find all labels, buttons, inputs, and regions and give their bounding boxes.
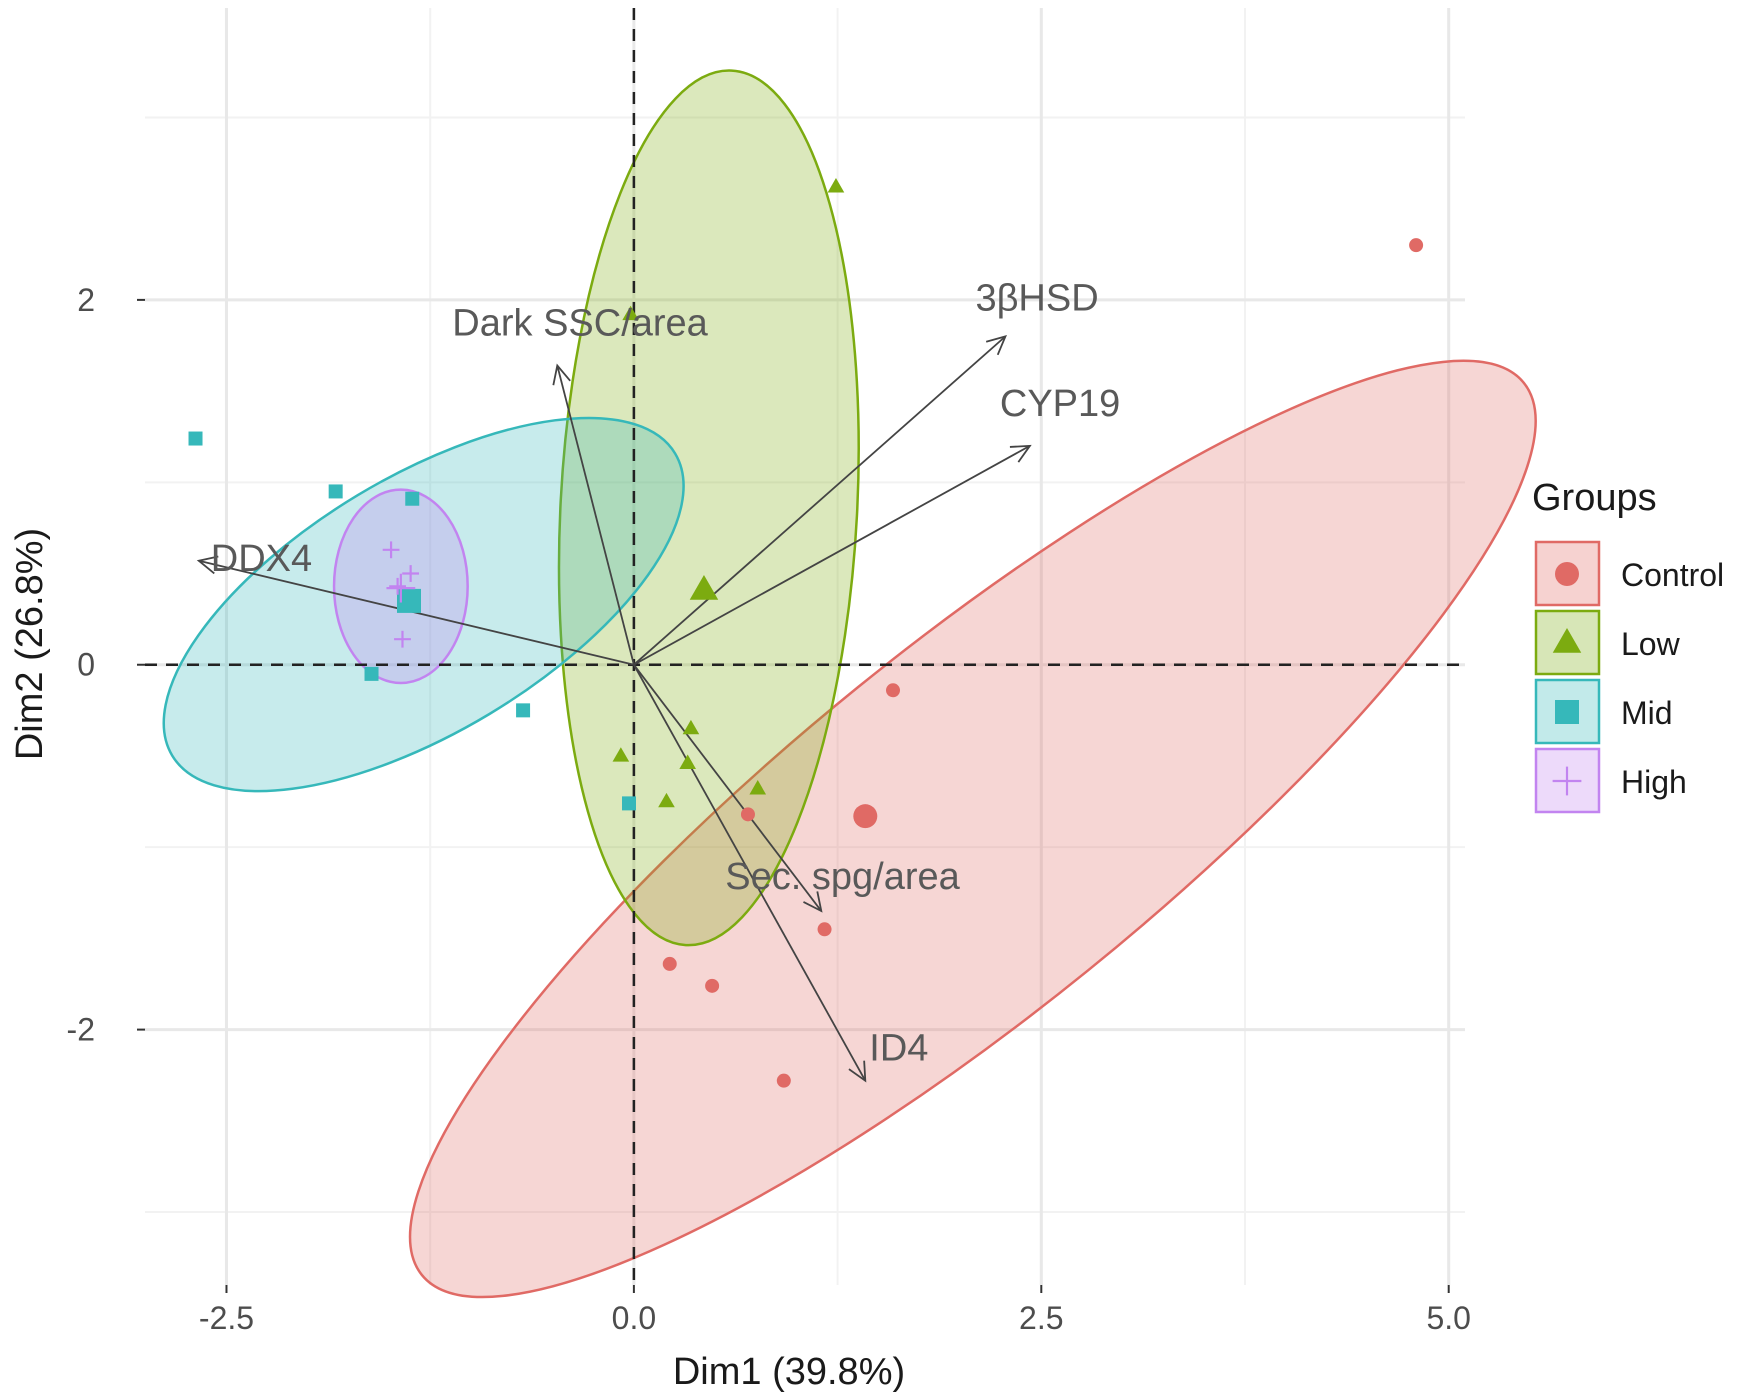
point-control	[776, 1073, 791, 1088]
legend-marker-low	[1552, 628, 1582, 653]
legend-label-control: Control	[1621, 557, 1724, 593]
variable-label-id4: ID4	[869, 1028, 928, 1070]
arrow-head	[848, 1060, 867, 1083]
y-tick-label: -2	[67, 1012, 95, 1048]
variable-labels: 3βHSD Dark SSC/area CYP19 DDX4 Sec. spg/area…	[211, 277, 1121, 1069]
ellipse-mid	[162, 416, 685, 793]
legend-marker-control	[1555, 562, 1579, 586]
variable-label-ddx4: DDX4	[211, 538, 312, 580]
point-low	[658, 792, 675, 808]
point-mid	[364, 666, 379, 681]
arrow-3-hsd	[633, 335, 1007, 666]
legend-key	[1534, 678, 1601, 745]
x-tick-label: 2.5	[1019, 1300, 1063, 1336]
point-mid	[188, 431, 203, 446]
legend-label-high: High	[1621, 764, 1687, 800]
legend-key	[1534, 540, 1601, 607]
arrow-head	[1009, 444, 1032, 463]
point-high	[389, 577, 406, 595]
variable-label-cyp19: CYP19	[1000, 383, 1120, 425]
data-points	[188, 178, 1424, 1088]
point-high	[394, 630, 411, 648]
legend-marker-mid	[1555, 700, 1579, 724]
variable-label-3-hsd: 3βHSD	[975, 277, 1098, 319]
point-high	[382, 541, 400, 559]
legend-title: Groups	[1532, 477, 1657, 519]
arrow-head	[985, 335, 1007, 356]
arrow-id4	[633, 664, 867, 1083]
legend-item-low: Low	[1534, 609, 1681, 676]
legend-key	[1534, 609, 1601, 676]
y-axis-title: Dim2 (26.8%)	[9, 528, 51, 760]
point-low	[679, 754, 696, 769]
group-ellipses	[162, 69, 1537, 1299]
legend: Groups Control Low Mid High	[1532, 477, 1724, 814]
legend-item-control: Control	[1534, 540, 1724, 607]
x-axis-ticks: -2.5 0.0 2.5 5.0	[199, 1285, 1471, 1336]
point-low	[622, 305, 639, 321]
point-control	[1409, 238, 1424, 253]
y-axis-ticks: -2 0 2	[67, 282, 145, 1048]
arrow-sec-spg-area	[633, 664, 823, 913]
arrow-head	[196, 555, 219, 575]
legend-label-mid: Mid	[1621, 695, 1673, 731]
arrow-cyp19	[633, 444, 1032, 666]
point-low	[749, 780, 767, 795]
zero-reference-lines	[145, 8, 1465, 1285]
arrow-head	[803, 891, 823, 913]
point-control	[705, 978, 720, 993]
x-tick-label: 0.0	[612, 1300, 656, 1336]
point-control	[662, 956, 677, 971]
legend-item-mid: Mid	[1534, 678, 1673, 745]
arrow-shaft	[633, 445, 1031, 666]
variable-label-sec-spg-area: Sec. spg/area	[725, 856, 960, 898]
legend-marker-high	[1552, 766, 1582, 796]
x-tick-label: 5.0	[1426, 1300, 1470, 1336]
point-mid	[328, 484, 343, 499]
point-control	[886, 683, 900, 698]
legend-key	[1534, 747, 1601, 814]
point-control	[817, 922, 832, 937]
arrow-shaft	[633, 664, 823, 912]
point-low	[682, 719, 700, 735]
legend-label-low: Low	[1621, 626, 1681, 662]
arrow-dark-ssc-area	[552, 363, 635, 665]
centroid-high	[386, 573, 416, 603]
point-high	[402, 565, 420, 582]
y-tick-label: 0	[77, 647, 95, 683]
point-control	[740, 807, 755, 822]
arrow-shaft	[556, 365, 635, 665]
point-low	[827, 178, 845, 193]
legend-item-high: High	[1534, 747, 1687, 814]
arrow-head	[552, 363, 571, 386]
arrow-shaft	[633, 664, 867, 1082]
point-mid	[405, 491, 420, 506]
point-mid	[516, 703, 531, 718]
x-axis-title: Dim1 (39.8%)	[673, 1351, 905, 1393]
x-tick-label: -2.5	[199, 1300, 254, 1336]
centroid-low	[689, 574, 719, 600]
variable-label-dark-ssc-area: Dark SSC/area	[452, 303, 708, 345]
centroid-control	[853, 804, 878, 829]
y-tick-label: 2	[77, 282, 95, 318]
arrow-shaft	[633, 335, 1007, 666]
point-mid	[622, 796, 636, 811]
point-low	[612, 747, 630, 762]
ellipse-control	[408, 359, 1537, 1299]
